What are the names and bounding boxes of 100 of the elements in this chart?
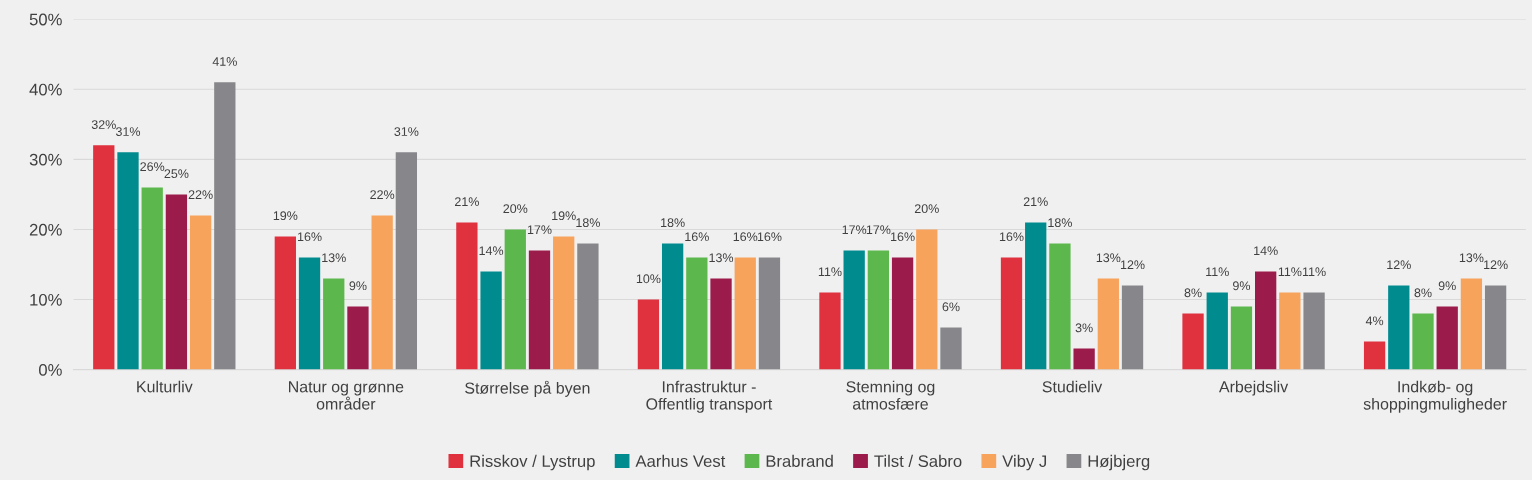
data-label: 19% <box>273 211 298 221</box>
bar <box>141 187 163 370</box>
bar <box>734 257 756 370</box>
legend-label: Tilst / Sabro <box>874 454 962 468</box>
bar <box>504 229 526 370</box>
x-tick-label: Arbejdsliv <box>1218 380 1289 396</box>
data-label: 3% <box>1075 323 1093 333</box>
data-label: 22% <box>370 190 395 200</box>
x-tick-label: Studieliv <box>1042 380 1103 393</box>
bar <box>1097 278 1119 370</box>
legend-label: Brabrand <box>766 454 833 468</box>
bar <box>93 145 115 370</box>
legend-label: Højbjerg <box>1088 454 1150 471</box>
data-label: 9% <box>1233 281 1251 291</box>
bar <box>1255 271 1277 370</box>
y-tick-label: 0% <box>38 364 62 376</box>
data-label: 8% <box>1414 288 1432 298</box>
bar <box>916 229 938 370</box>
bar <box>528 250 551 370</box>
data-label: 11% <box>1206 267 1229 277</box>
data-label: 11% <box>1278 267 1302 277</box>
bar <box>1025 222 1047 370</box>
data-label: 9% <box>349 281 367 291</box>
data-label: 17% <box>866 225 891 235</box>
data-label: 16% <box>757 232 782 242</box>
legend-label: Viby J <box>1002 454 1047 471</box>
data-label: 12% <box>1120 260 1145 270</box>
data-label: 21% <box>455 197 479 207</box>
data-label: 14% <box>479 246 504 256</box>
bar <box>1363 341 1386 370</box>
bar <box>1049 243 1071 370</box>
bar <box>891 257 914 370</box>
data-label: 31% <box>394 127 419 136</box>
bar <box>637 299 660 370</box>
bar <box>867 250 890 370</box>
data-label: 18% <box>1048 218 1072 228</box>
x-tick-label: Indkøb- og shoppingmuligheder <box>1363 380 1507 413</box>
bar <box>1000 257 1023 370</box>
bar <box>1073 348 1095 370</box>
data-label: 16% <box>297 232 322 242</box>
data-label: 22% <box>188 190 213 200</box>
bar <box>1279 292 1301 370</box>
data-label: 19% <box>552 211 576 221</box>
legend-label: Risskov / Lystrup <box>470 454 595 471</box>
data-label: 16% <box>685 232 709 242</box>
x-tick-label: Infrastruktur - Offentlig transport <box>646 380 773 413</box>
bar <box>1412 313 1434 370</box>
bar <box>165 194 188 370</box>
data-label: 17% <box>527 225 552 235</box>
bar <box>480 271 502 370</box>
bar <box>1436 306 1458 370</box>
y-tick-label: 20% <box>29 223 62 236</box>
bar <box>323 278 345 370</box>
bar <box>710 278 732 370</box>
x-tick-label: Stemning og atmosfære <box>846 380 935 410</box>
x-tick-label: Natur og grønne områder <box>289 381 404 410</box>
bar <box>1206 292 1228 370</box>
y-tick-label: 30% <box>29 153 62 166</box>
x-tick-label: Størrelse på byen <box>465 380 590 397</box>
bar <box>1460 278 1483 370</box>
bar <box>274 236 296 370</box>
data-label: 13% <box>322 253 346 263</box>
data-label: 10% <box>636 274 661 284</box>
bar <box>347 306 369 370</box>
data-label: 13% <box>1459 253 1484 263</box>
x-tick-label: Kulturliv <box>137 380 193 393</box>
data-label: 20% <box>503 204 528 214</box>
y-tick-label: 10% <box>30 293 62 306</box>
data-label: 32% <box>91 120 116 129</box>
data-label: 16% <box>891 232 915 242</box>
data-label: 4% <box>1365 316 1384 326</box>
bar <box>1230 306 1253 370</box>
bar <box>553 236 575 370</box>
bar <box>117 152 139 370</box>
y-tick-label: 50% <box>29 13 62 26</box>
data-label: 25% <box>164 169 189 179</box>
data-label: 8% <box>1184 288 1202 298</box>
data-label: 16% <box>733 232 758 242</box>
bar <box>371 215 393 370</box>
data-label: 18% <box>576 218 600 228</box>
data-label: 9% <box>1438 281 1456 291</box>
bar <box>1121 285 1144 370</box>
data-label: 14% <box>1254 246 1278 256</box>
data-label: 12% <box>1484 260 1508 270</box>
bar <box>395 152 418 370</box>
data-label: 13% <box>1096 253 1121 263</box>
bar <box>1388 285 1410 370</box>
data-label: 41% <box>212 57 237 66</box>
data-label: 21% <box>1023 197 1048 207</box>
bar <box>189 215 212 370</box>
bar <box>661 243 684 370</box>
data-label: 18% <box>661 218 685 228</box>
bar <box>214 82 236 370</box>
bar <box>1303 292 1325 370</box>
data-label: 20% <box>914 204 939 214</box>
data-label: 11% <box>818 267 842 277</box>
bar <box>1484 285 1507 370</box>
data-label: 31% <box>115 127 141 136</box>
data-label: 13% <box>709 253 734 263</box>
bar <box>456 222 478 370</box>
